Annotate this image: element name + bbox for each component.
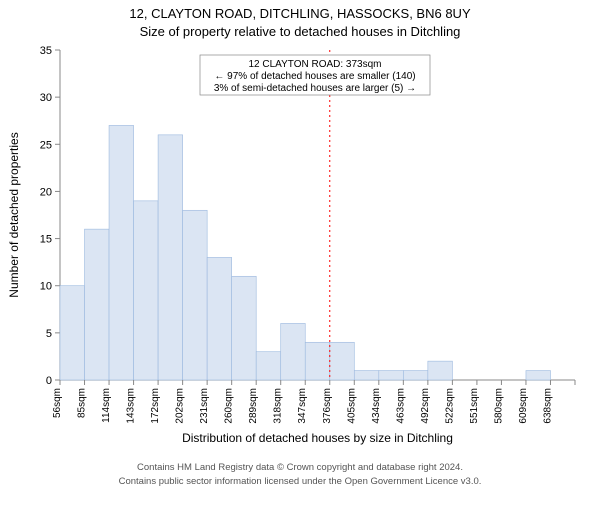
y-tick-label: 5 [46,328,52,340]
x-tick-label: 638sqm [542,388,553,424]
histogram-bar [354,371,379,380]
x-tick-label: 347sqm [297,388,308,424]
x-tick-label: 114sqm [101,388,112,423]
y-tick-label: 15 [40,234,52,246]
histogram-bar [232,276,257,380]
histogram-bar [158,135,183,380]
y-tick-label: 35 [40,45,52,57]
histogram-container: { "title1": "12, CLAYTON ROAD, DITCHLING… [0,0,600,500]
histogram-bar [60,286,85,380]
x-tick-label: 434sqm [371,388,382,424]
histogram-bar [428,361,453,380]
histogram-bar [403,371,428,380]
footer-line-2: Contains public sector information licen… [119,476,482,487]
x-axis-label: Distribution of detached houses by size … [182,431,453,445]
histogram-bar [109,125,134,380]
histogram-bar [281,323,306,380]
chart-title-2: Size of property relative to detached ho… [140,24,461,39]
x-tick-label: 463sqm [395,388,406,424]
histogram-bar [183,210,208,380]
annotation-line-3: 3% of semi-detached houses are larger (5… [214,83,416,94]
y-tick-label: 0 [46,375,52,387]
x-tick-label: 405sqm [346,388,357,424]
y-axis-label: Number of detached properties [7,132,21,297]
annotation-line-2: ← 97% of detached houses are smaller (14… [214,71,415,82]
x-tick-label: 289sqm [248,388,259,424]
x-tick-label: 318sqm [273,388,284,424]
annotation-line-1: 12 CLAYTON ROAD: 373sqm [248,59,381,70]
x-tick-label: 580sqm [493,388,504,424]
x-tick-label: 376sqm [322,388,333,424]
histogram-bar [305,342,330,380]
x-tick-label: 260sqm [224,388,235,424]
histogram-bar [207,257,232,380]
x-tick-label: 172sqm [150,388,161,424]
x-tick-label: 56sqm [52,388,63,418]
footer-line-1: Contains HM Land Registry data © Crown c… [137,462,463,473]
histogram-bar [330,342,355,380]
x-tick-label: 85sqm [77,388,88,418]
x-tick-label: 231sqm [199,388,210,424]
chart-svg: 12, CLAYTON ROAD, DITCHLING, HASSOCKS, B… [0,0,600,500]
y-tick-label: 20 [40,186,52,198]
x-tick-label: 492sqm [420,388,431,424]
histogram-bar [379,371,404,380]
y-tick-label: 10 [40,281,52,293]
chart-title-1: 12, CLAYTON ROAD, DITCHLING, HASSOCKS, B… [129,6,471,21]
histogram-bar [85,229,110,380]
histogram-bar [526,371,551,380]
x-tick-label: 609sqm [518,388,529,424]
histogram-bar [134,201,159,380]
x-tick-label: 522sqm [444,388,455,424]
x-tick-label: 202sqm [175,388,186,424]
x-tick-label: 551sqm [469,388,480,424]
y-tick-label: 30 [40,92,52,104]
y-tick-label: 25 [40,139,52,151]
x-tick-label: 143sqm [126,388,137,424]
histogram-bar [256,352,281,380]
